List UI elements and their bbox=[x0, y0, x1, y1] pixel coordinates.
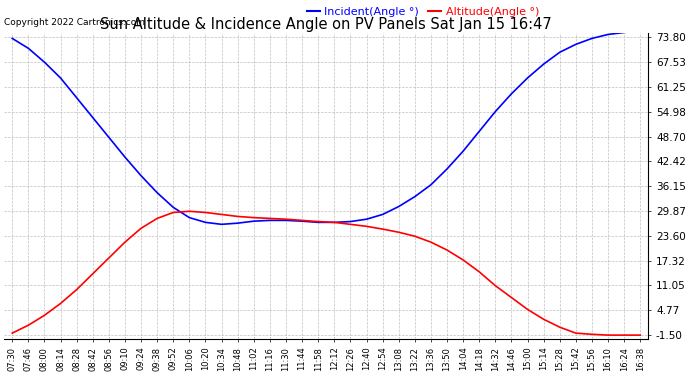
Title: Sun Altitude & Incidence Angle on PV Panels Sat Jan 15 16:47: Sun Altitude & Incidence Angle on PV Pan… bbox=[100, 17, 552, 32]
Text: Copyright 2022 Cartronics.com: Copyright 2022 Cartronics.com bbox=[4, 18, 145, 27]
Legend: Incident(Angle °), Altitude(Angle °): Incident(Angle °), Altitude(Angle °) bbox=[302, 2, 544, 21]
